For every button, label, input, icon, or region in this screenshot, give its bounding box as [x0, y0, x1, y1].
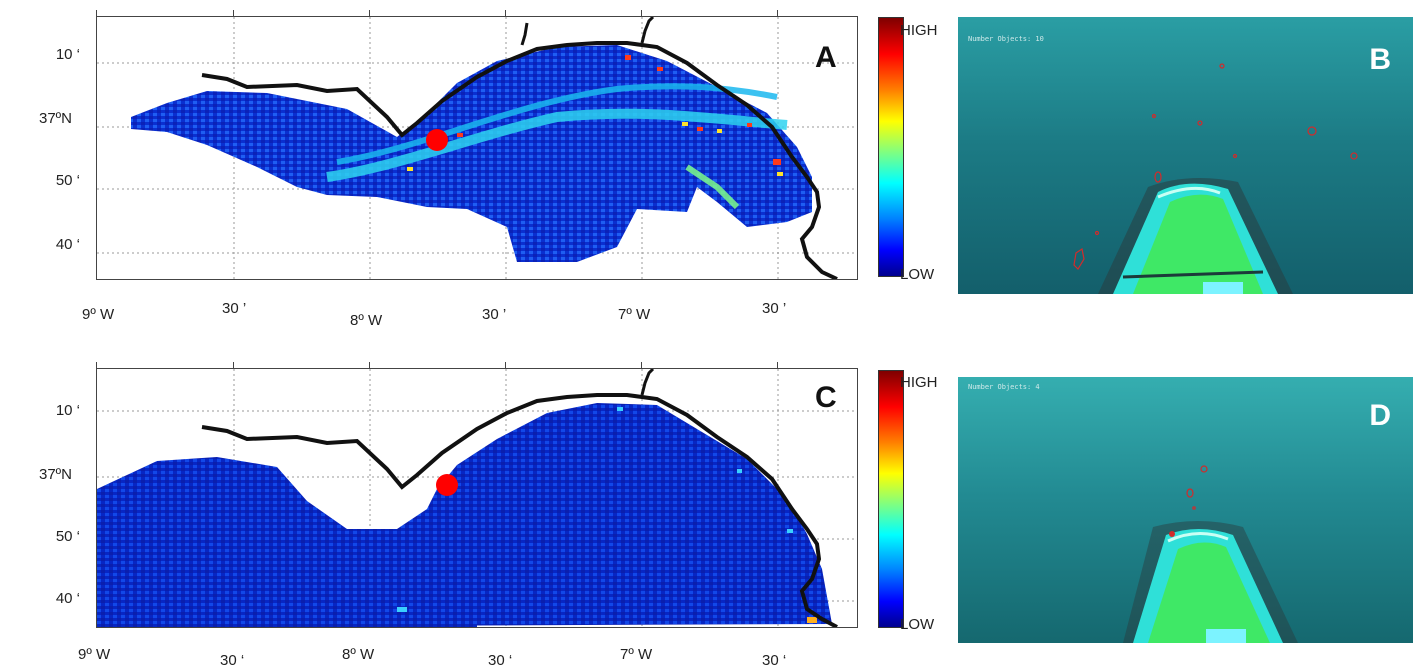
x-tick-a-5: 30 ’: [762, 300, 787, 317]
y-tick-c-2: 50 ‘: [55, 528, 80, 545]
x-tick-a-0: 9º W: [82, 306, 115, 323]
panel-letter-d: D: [1369, 399, 1391, 432]
location-marker: [436, 474, 458, 496]
panel-letter-c: C: [815, 381, 837, 414]
x-tick-a-3: 30 ’: [482, 306, 507, 323]
x-tick-a-1: 30 ’: [222, 300, 247, 317]
object-count-d: Number Objects: 4: [968, 383, 1040, 391]
y-tick-c-3: 40 ‘: [55, 590, 80, 607]
coastline-a: [201, 41, 838, 279]
colorbar-low-a: LOW: [900, 266, 935, 283]
colorbar-a: [878, 17, 904, 277]
x-tick-c-0: 9º W: [78, 646, 111, 663]
y-tick-a-3: 40 ‘: [55, 236, 80, 253]
colorbar-c: [878, 370, 904, 628]
y-tick-a-2: 50 ‘: [55, 172, 80, 189]
y-tick-c-1: 37ºN: [39, 466, 72, 483]
location-marker: [426, 129, 448, 151]
density-map-c: C: [96, 368, 858, 628]
colorbar-low-c: LOW: [900, 616, 935, 633]
coastline-c: [201, 393, 838, 627]
underwater-camera-view-d: Number Objects: 4 D: [958, 377, 1413, 643]
x-tick-c-4: 7º W: [620, 646, 653, 663]
x-tick-c-3: 30 ‘: [488, 652, 513, 669]
heatmap-c: [97, 369, 857, 627]
y-tick-a-1: 37ºN: [39, 110, 72, 127]
density-region: [131, 45, 812, 262]
x-tick-a-4: 7º W: [618, 306, 651, 323]
x-tick-c-5: 30 ‘: [762, 652, 787, 669]
underwater-camera-view-b: Number Objects: 10 B: [958, 17, 1413, 294]
panel-letter-a: A: [815, 41, 837, 74]
detections-d: [1169, 465, 1208, 537]
density-map-a: A: [96, 16, 858, 280]
heatmap-a: [97, 17, 857, 279]
auv-bow-icon: [1098, 178, 1293, 294]
panel-letter-b: B: [1369, 43, 1391, 76]
x-tick-c-1: 30 ‘: [220, 652, 245, 669]
x-tick-a-2: 8º W: [350, 312, 383, 329]
y-tick-a-0: 10 ‘: [55, 46, 80, 63]
auv-bow-icon: [1123, 521, 1298, 643]
object-count-b: Number Objects: 10: [968, 35, 1044, 43]
x-tick-c-2: 8º W: [342, 646, 375, 663]
y-tick-c-0: 10 ‘: [55, 402, 80, 419]
colorbar-high-c: HIGH: [900, 374, 938, 391]
detections-b: [1073, 63, 1358, 270]
colorbar-high-a: HIGH: [900, 22, 938, 39]
